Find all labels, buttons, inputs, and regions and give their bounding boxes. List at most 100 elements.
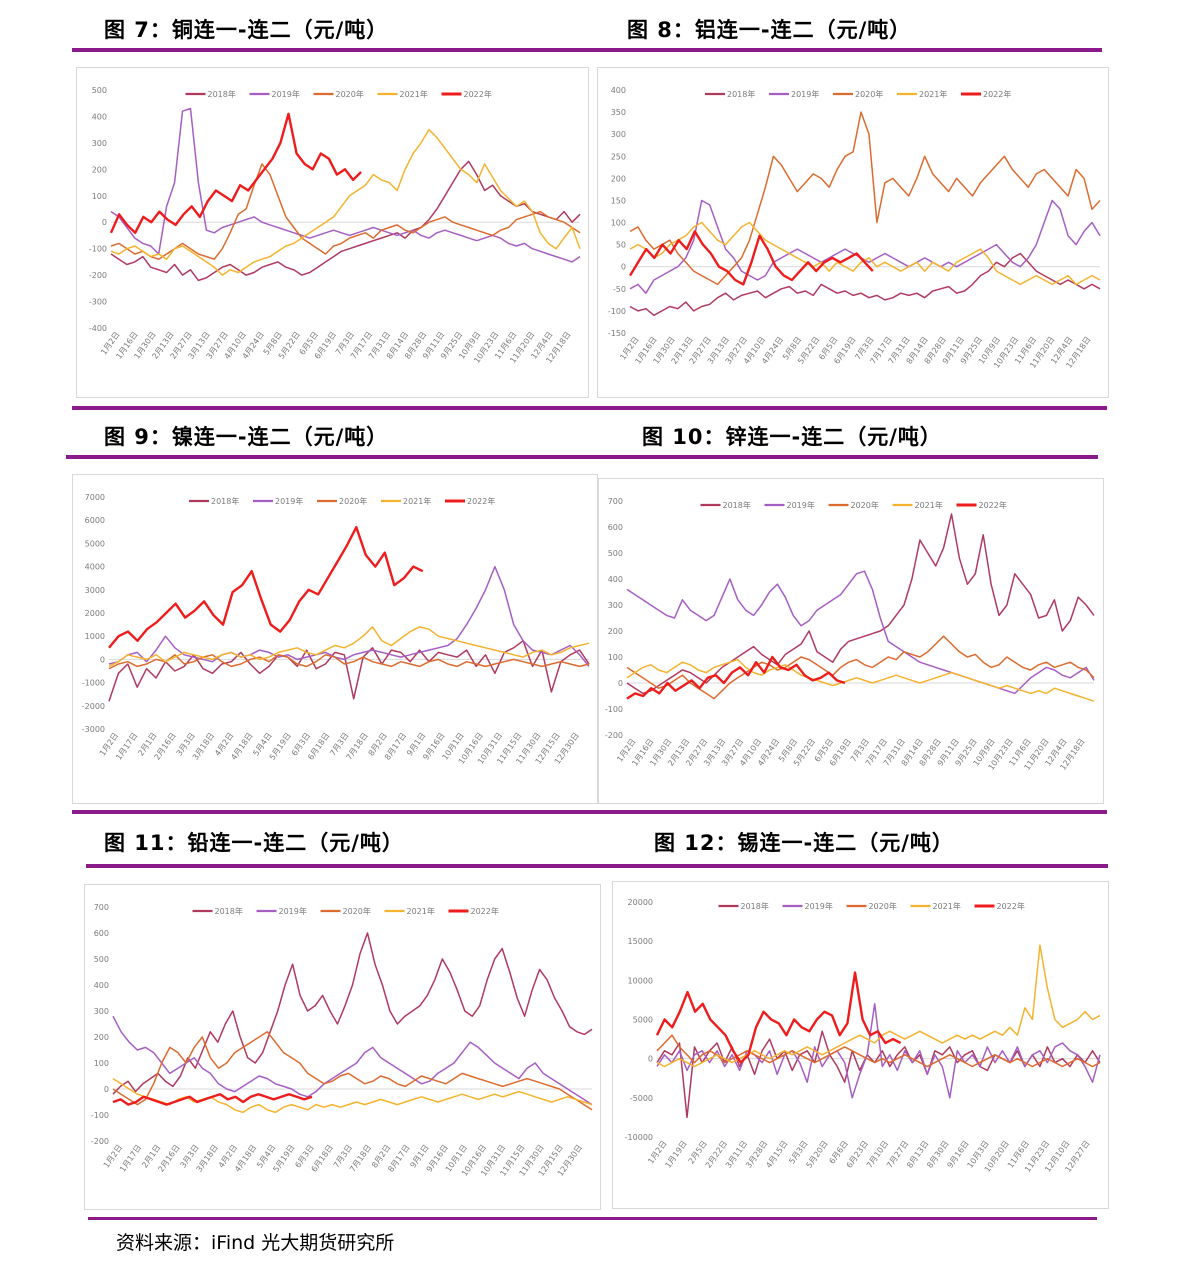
series-line [655,971,902,1064]
legend-label: 2019年 [275,496,303,506]
series-line [656,1030,1101,1119]
y-tick-label: -5000 [630,1094,653,1103]
y-tick-label: 0 [104,1085,109,1094]
legend-label: 2020年 [339,496,367,506]
series-line [629,252,1101,317]
legend-label: 2021年 [400,89,428,99]
fig9-chart: 7000 6000 5000 4000 3000 2000 1000 0 -1000 -2000 -… [82,493,590,766]
y-tick-label: 150 [611,196,626,205]
y-tick-label: 6000 [85,516,105,525]
legend-label: 2021年 [933,901,961,911]
y-tick-label: 200 [611,174,626,183]
y-tick-label: 400 [608,575,623,584]
y-tick-label: 500 [94,955,109,964]
legend-label: 2022年 [471,906,499,916]
y-tick-label: 100 [92,192,107,201]
y-tick-label: -200 [91,1137,109,1146]
series-line [626,635,1095,700]
y-tick-label: 10000 [628,976,653,985]
y-tick-label: -100 [608,307,626,316]
y-tick-label: -400 [89,324,107,333]
divider [72,48,1102,52]
y-tick-label: 400 [94,981,109,990]
y-tick-label: 0 [100,655,105,664]
y-tick-label: 300 [611,130,626,139]
y-tick-label: -10000 [625,1133,653,1142]
source-note: 资料来源：iFind 光大期货研究所 [116,1232,395,1254]
legend-label: 2022年 [467,496,495,506]
y-tick-label: 5000 [85,539,105,548]
fig10-panel: 700 600 500 400 300 200 100 0 -100 -200 1月2日 1月16日 1… [598,478,1104,804]
series-line [110,128,581,276]
legend-label: 2018年 [727,89,755,99]
y-tick-label: 1000 [85,632,105,641]
y-tick-label: 0 [648,1055,653,1064]
fig8-title: 图 8：铝连一-连二（元/吨） [627,18,912,42]
y-tick-label: 400 [611,86,626,95]
y-tick-label: 250 [611,152,626,161]
y-tick-label: -200 [605,731,623,740]
y-tick-label: 300 [608,601,623,610]
fig11-chart: 7006005004003002001000-100-2001月2日1月17日2… [91,903,593,1178]
legend-label: 2020年 [855,89,883,99]
fig8-panel: 400 350 300 250 200 150 100 50 0 -50 -100 -150 1月2日 1… [597,67,1109,398]
divider [72,406,1107,410]
y-tick-label: -1000 [82,679,105,688]
y-tick-label: 200 [94,1033,109,1042]
legend-label: 2022年 [979,500,1007,510]
y-tick-label: 0 [618,679,623,688]
legend-label: 2018年 [208,89,236,99]
legend-label: 2019年 [279,906,307,916]
legend-label: 2019年 [272,89,300,99]
y-tick-label: -300 [89,298,107,307]
y-tick-label: 200 [92,165,107,174]
fig8-chart: 400350300250200150100500-50-100-1501月2日1… [608,86,1101,370]
fig7-chart: 5004003002001000-100-200-300-4001月2日1月16… [89,86,581,365]
y-tick-label: -100 [89,245,107,254]
legend-label: 2020年 [336,89,364,99]
legend-label: 2021年 [919,89,947,99]
legend-label: 2020年 [869,901,897,911]
series-line [110,107,581,263]
y-tick-label: -100 [91,1111,109,1120]
divider [88,1217,1097,1220]
divider [72,810,1107,814]
y-tick-label: 700 [94,903,109,912]
series-line [626,658,1095,702]
y-tick-label: 100 [608,653,623,662]
legend-label: 2020年 [343,906,371,916]
series-line [108,626,590,668]
y-tick-label: 20000 [628,898,653,907]
y-tick-label: 300 [92,139,107,148]
y-tick-label: 5000 [633,1016,653,1025]
y-tick-label: 300 [94,1007,109,1016]
series-line [656,1034,1101,1068]
y-tick-label: 3000 [85,586,105,595]
series-line [629,111,1101,286]
legend-label: 2018年 [211,496,239,506]
series-line [112,1092,313,1106]
legend-label: 2020年 [851,500,879,510]
legend-label: 2022年 [983,89,1011,99]
legend-label: 2018年 [215,906,243,916]
y-tick-label: 500 [92,86,107,95]
series-line [112,1077,593,1114]
legend-label: 2019年 [787,500,815,510]
y-tick-label: -2000 [82,702,105,711]
series-line [112,1015,593,1106]
series-line [110,160,581,282]
fig10-chart: 7006005004003002001000-100-2001月2日1月16日1… [605,497,1095,772]
y-tick-label: -150 [608,329,626,338]
series-line [112,1031,593,1111]
y-tick-label: 700 [608,497,623,506]
fig12-chart: 20000150001000050000-5000-100001月2日1月19日… [625,898,1101,1174]
legend-label: 2022年 [464,89,492,99]
legend-label: 2019年 [805,901,833,911]
legend-label: 2022年 [997,901,1025,911]
y-tick-label: -100 [605,705,623,714]
y-tick-label: 200 [608,627,623,636]
legend-label: 2021年 [915,500,943,510]
series-line [108,526,424,649]
y-tick-label: 400 [92,112,107,121]
fig11-title: 图 11：铅连一-连二（元/吨） [104,831,404,855]
